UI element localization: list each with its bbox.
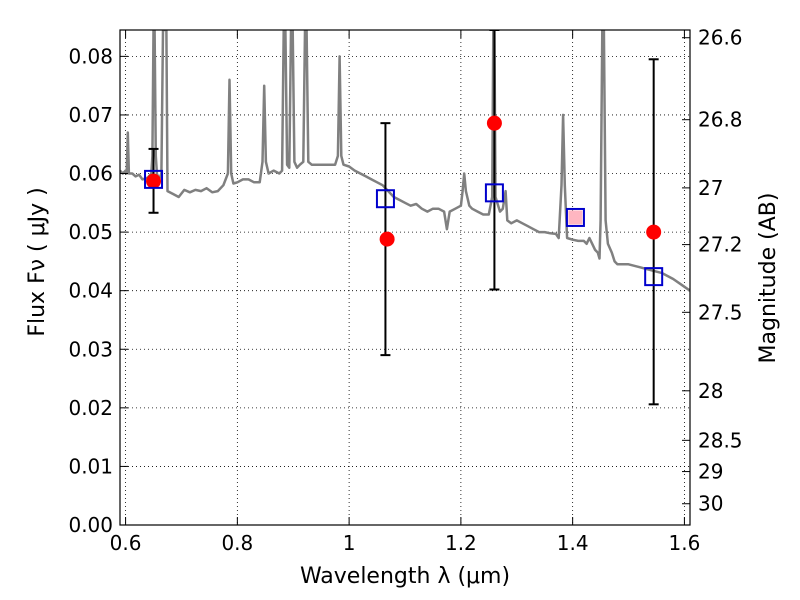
red-circle-point — [379, 231, 395, 247]
red-circle-point — [486, 115, 502, 131]
axes: 0.6 0.8 1 1.2 1.4 1.6 0.00 0.01 0.02 0.03 0.04 0.05… — [68, 26, 742, 555]
right-tick-label: 29 — [698, 460, 723, 484]
right-tick-label: 27.2 — [698, 233, 743, 257]
y-tick-label: 0.06 — [68, 162, 113, 186]
x-tick-label: 1.6 — [669, 531, 701, 555]
right-tick-label: 26.8 — [698, 108, 743, 132]
y-tick-label: 0.05 — [68, 220, 113, 244]
right-tick-label: 28 — [698, 379, 723, 403]
right-tick-label: 28.5 — [698, 428, 743, 452]
y-tick-label: 0.07 — [68, 103, 113, 127]
red-circle-point — [646, 224, 662, 240]
plot-frame — [119, 29, 691, 526]
y-tick-label: 0.01 — [68, 454, 113, 478]
right-tick-label: 27.5 — [698, 300, 743, 324]
blue-square-point — [484, 183, 504, 203]
x-tick-label: 1 — [343, 531, 356, 555]
y-tick-label: 0.00 — [68, 513, 113, 537]
x-tick-label: 0.6 — [110, 531, 142, 555]
x-tick-label: 1.2 — [445, 531, 477, 555]
right-tick-label: 26.6 — [698, 26, 743, 50]
right-tick-label: 27 — [698, 176, 723, 200]
blue-square-point — [565, 207, 585, 227]
x-tick-label: 0.8 — [221, 531, 253, 555]
y-axis-label-left: Flux Fν ( μJy ) — [25, 187, 50, 336]
plot-area — [120, 30, 690, 406]
blue-square-point — [375, 189, 395, 209]
x-axis-label: Wavelength λ (μm) — [300, 564, 510, 589]
y-tick-label: 0.08 — [68, 44, 113, 68]
plot-content — [120, 30, 690, 406]
blue-square-point — [144, 169, 164, 189]
y-tick-label: 0.03 — [68, 337, 113, 361]
blue-square-point — [644, 267, 664, 287]
y-axis-label-right: Magnitude (AB) — [756, 193, 781, 364]
y-tick-label: 0.02 — [68, 396, 113, 420]
y-tick-label: 0.04 — [68, 279, 113, 303]
red-circle-point — [146, 173, 162, 189]
pink-square-marker — [568, 210, 583, 225]
right-tick-label: 30 — [698, 492, 723, 516]
x-tick-label: 1.4 — [557, 531, 589, 555]
